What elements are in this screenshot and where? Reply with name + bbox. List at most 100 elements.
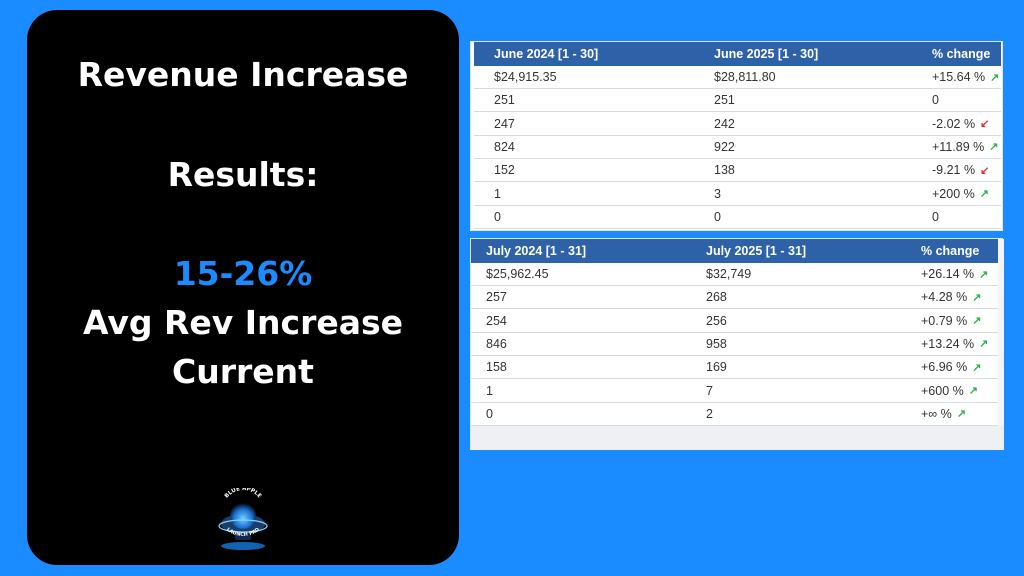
prev-year-value: 254 (486, 310, 507, 332)
trend-up-arrow-icon: ↗ (979, 268, 989, 281)
results-heading: Results: (167, 155, 319, 194)
prev-year-value-text: 152 (494, 163, 515, 178)
table-row: 251 251 0 (474, 89, 1001, 113)
curr-year-value-text: 7 (706, 383, 713, 398)
prev-year-value: 247 (494, 113, 515, 135)
percent-change-text: 0 (932, 209, 939, 224)
prev-year-value: 0 (494, 206, 501, 228)
table-row: 152 138 -9.21 % ↙ (474, 159, 1001, 183)
results-panel: Revenue Increase Results: 15-26% Avg Rev… (27, 10, 459, 565)
slide-title: Revenue Increase (77, 55, 409, 94)
header-july-2024: July 2024 [1 - 31] (486, 244, 587, 258)
header-june-2025: June 2025 [1 - 30] (714, 47, 819, 61)
percent-change: 0 (932, 206, 939, 228)
table-row: 0 2 +∞ % ↗ (471, 403, 998, 426)
current-label: Current (172, 352, 314, 391)
trend-up-arrow-icon: ↗ (968, 385, 978, 397)
prev-year-value-text: $25,962.45 (486, 267, 549, 281)
curr-year-value: 169 (706, 356, 727, 378)
percent-change: -9.21 % ↙ (932, 159, 989, 181)
table-header: June 2024 [1 - 30] June 2025 [1 - 30] % … (474, 42, 1001, 66)
trend-up-arrow-icon: ↗ (972, 315, 982, 328)
prev-year-value-text: 257 (486, 290, 507, 305)
header-july-2025: July 2025 [1 - 31] (706, 244, 807, 258)
prev-year-value: 1 (494, 183, 501, 205)
curr-year-value-text: 138 (714, 163, 735, 178)
percent-range: 15-26% (173, 254, 313, 293)
percent-change-text: +4.28 % (921, 290, 968, 305)
curr-year-value: 922 (714, 136, 735, 158)
avg-rev-increase-label: Avg Rev Increase (82, 303, 404, 342)
percent-change: +15.64 % ↗ (932, 66, 999, 88)
percent-change-text: +11.89 % (932, 139, 985, 154)
percent-change-text: +0.79 % (921, 313, 968, 328)
percent-change: 0 (932, 89, 939, 111)
prev-year-value-text: 0 (486, 406, 493, 421)
table-footer (471, 426, 1004, 450)
percent-change: +∞ % ↗ (921, 403, 966, 425)
curr-year-value-text: 3 (714, 186, 721, 201)
curr-year-value-text: 0 (714, 209, 721, 224)
header-change: % change (921, 244, 980, 258)
prev-year-value-text: 846 (486, 336, 507, 351)
svg-text:LAUNCH PAD: LAUNCH PAD (225, 527, 261, 538)
prev-year-value: 257 (486, 286, 507, 308)
table-row: $25,962.45 $32,749 +26.14 % ↗ (471, 263, 998, 286)
trend-up-arrow-icon: ↗ (972, 291, 982, 304)
percent-change-text: 0 (932, 93, 939, 108)
curr-year-value-text: 922 (714, 139, 735, 154)
prev-year-value: 0 (486, 403, 493, 425)
percent-change: +26.14 % ↗ (921, 263, 988, 285)
percent-change-text: +600 % (921, 383, 964, 398)
prev-year-value: $24,915.35 (494, 66, 557, 88)
percent-change-text: +6.96 % (921, 360, 968, 375)
curr-year-value: 3 (714, 183, 721, 205)
trend-up-arrow-icon: ↗ (972, 361, 982, 374)
curr-year-value-text: 958 (706, 336, 727, 351)
svg-text:BLUE APPLE: BLUE APPLE (224, 488, 263, 500)
curr-year-value-text: $28,811.80 (714, 70, 776, 84)
june-comparison-table: June 2024 [1 - 30] June 2025 [1 - 30] % … (470, 41, 1003, 231)
prev-year-value: 251 (494, 89, 515, 111)
curr-year-value-text: 169 (706, 360, 727, 375)
curr-year-value: 268 (706, 286, 727, 308)
percent-change-text: +∞ % (921, 406, 952, 421)
curr-year-value: 7 (706, 380, 713, 402)
percent-change-text: -9.21 % (932, 163, 976, 178)
table-row: 0 0 0 (474, 206, 1001, 229)
table-row: 824 922 +11.89 % ↗ (474, 136, 1001, 159)
prev-year-value-text: 247 (494, 116, 515, 131)
percent-change: +4.28 % ↗ (921, 286, 981, 308)
prev-year-value: $25,962.45 (486, 263, 549, 285)
curr-year-value: 958 (706, 333, 727, 355)
percent-change: +0.79 % ↗ (921, 310, 981, 332)
blue-apple-launch-pad-logo-icon: BLUE APPLE LAUNCH PAD (218, 488, 268, 550)
percent-change-text: +13.24 % (921, 336, 975, 351)
prev-year-value-text: $24,915.35 (494, 70, 557, 84)
percent-change-text: +15.64 % (932, 70, 986, 84)
prev-year-value-text: 158 (486, 360, 507, 375)
trend-up-arrow-icon: ↗ (989, 141, 999, 154)
trend-up-arrow-icon: ↗ (990, 71, 1000, 84)
table-row: 254 256 +0.79 % ↗ (471, 310, 998, 333)
prev-year-value-text: 0 (494, 209, 501, 224)
trend-down-arrow-icon: ↙ (980, 164, 990, 177)
trend-down-arrow-icon: ↙ (980, 118, 990, 131)
percent-change: +13.24 % ↗ (921, 333, 988, 355)
trend-up-arrow-icon: ↗ (956, 408, 967, 421)
prev-year-value: 158 (486, 356, 507, 378)
curr-year-value-text: 2 (706, 406, 713, 421)
curr-year-value: 256 (706, 310, 727, 332)
table-row: 158 169 +6.96 % ↗ (471, 356, 998, 380)
prev-year-value: 1 (486, 380, 493, 402)
curr-year-value-text: 242 (714, 116, 735, 131)
percent-change-text: +200 % (932, 186, 975, 201)
percent-change: +600 % ↗ (921, 380, 978, 402)
table-row: 247 242 -2.02 % ↙ (474, 113, 1001, 136)
prev-year-value: 824 (494, 136, 515, 158)
table-row: $24,915.35 $28,811.80 +15.64 % ↗ (474, 66, 1001, 89)
trend-up-arrow-icon: ↗ (979, 188, 989, 200)
prev-year-value-text: 254 (486, 313, 507, 328)
trend-up-arrow-icon: ↗ (979, 338, 989, 351)
table-row: 257 268 +4.28 % ↗ (471, 286, 998, 310)
